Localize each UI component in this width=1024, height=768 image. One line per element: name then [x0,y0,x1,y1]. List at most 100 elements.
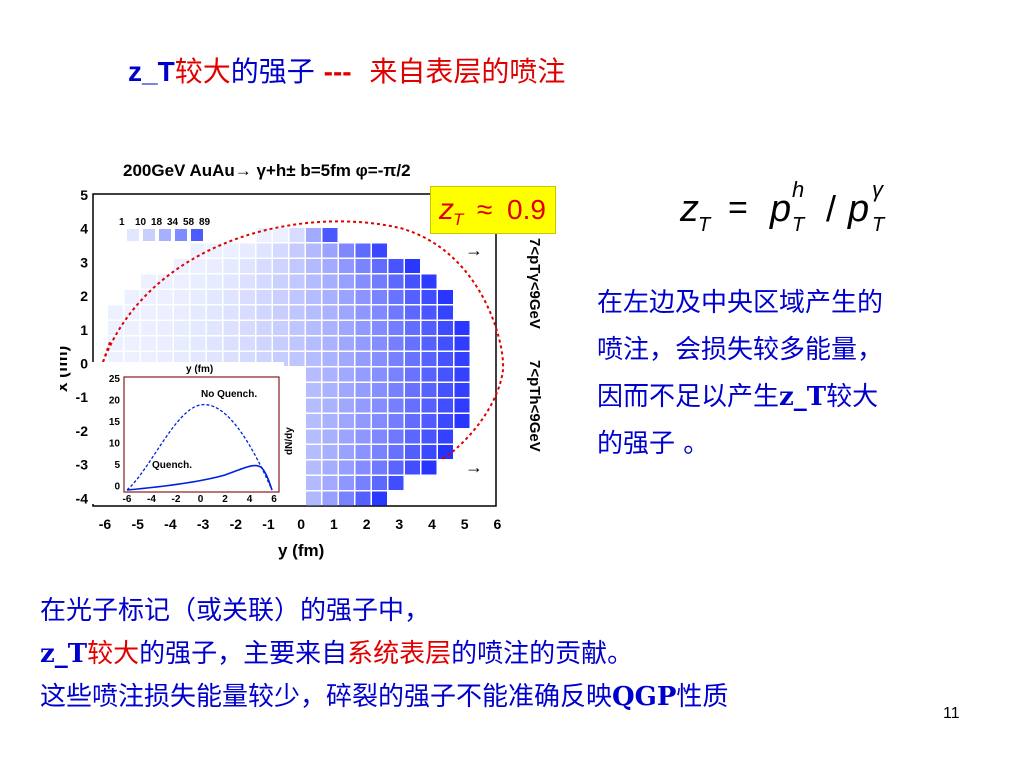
density-cell [388,476,404,490]
density-cell [256,259,272,273]
density-cell [438,290,453,304]
bottom-line-2-surface: 系统表层 [347,639,452,669]
inset-y-tick: 5 [114,460,120,471]
y-tick: 4 [80,221,88,237]
right-label-hadron: 7<pTh<9GeV [526,360,543,452]
scale-label: 18 [151,217,163,228]
inset-panel: y (fm) 25 20 15 10 5 0 -6 -4 -2 0 2 4 6 dN/dy No Qu… [88,362,295,505]
density-cell [157,290,173,304]
density-cell [306,305,321,320]
density-cell [322,476,338,490]
density-cell [240,305,255,320]
density-cell [339,445,354,459]
bottom-line-3-a: 这些喷注损失能量较少，碎裂的强子不能准确反映 [40,682,613,712]
density-cell [108,336,123,351]
density-cell [322,414,338,428]
density-cell [388,336,404,351]
density-cell [372,414,387,428]
density-cell [388,352,404,366]
density-cell [421,414,437,428]
inset-x-tick: 0 [198,494,204,505]
density-cells [108,228,470,506]
scale-labels: 1 10 18 34 58 89 [119,217,211,228]
no-quench-curve [126,404,273,491]
x-tick: -4 [164,516,177,532]
x-tick: 6 [494,516,502,532]
x-tick: 0 [297,516,305,532]
density-cell [240,243,255,258]
density-cell [339,321,354,335]
density-cell [405,321,420,335]
density-cell [388,274,404,289]
density-cell [124,321,140,335]
inset-y-tick: 20 [109,396,121,407]
density-cell [339,336,354,351]
y-axis-label: x (fm) [60,346,71,392]
x-tick: -2 [230,516,243,532]
density-cell [190,274,206,289]
density-cell [355,305,371,320]
density-cell [421,429,437,444]
density-cell [157,305,173,320]
x-axis-ticks: -6 -5 -4 -3 -2 -1 0 1 2 3 4 5 6 [99,516,502,532]
density-cell [372,429,387,444]
density-cell [174,321,189,335]
density-cell [289,274,305,289]
zt-formula: z T = p h T / p γ T [679,177,886,236]
density-cell [388,305,404,320]
density-cell [273,336,288,351]
density-cell [355,445,371,459]
inset-y-tick: 0 [114,482,120,493]
density-cell [372,336,387,351]
x-tick: 2 [363,516,371,532]
inset-x-tick: 2 [222,494,228,505]
density-cell [306,383,321,397]
density-cell [421,274,437,289]
density-cell [223,274,239,289]
density-cell [174,336,189,351]
density-cell [322,460,338,475]
density-cell [339,398,354,413]
density-cell [240,321,255,335]
density-cell [372,383,387,397]
density-cell [141,290,156,304]
density-cell [322,228,338,242]
density-cell [339,476,354,490]
para-line-3-a: 因而不足以产生 [597,382,780,412]
x-tick: -6 [99,516,112,532]
scale-label: 89 [199,217,211,228]
density-cell [372,290,387,304]
y-tick: 5 [80,187,88,203]
density-cell [240,274,255,289]
scale-label: 34 [167,217,179,228]
formula-slash: / [826,188,836,229]
density-cell [339,414,354,428]
density-cell [273,290,288,304]
density-cell [124,336,140,351]
density-cell [438,352,453,366]
quench-label: Quench. [152,460,192,471]
density-cell [141,305,156,320]
para-line-4: 的强子 。 [597,429,710,459]
density-cell [355,491,371,506]
density-cell [372,243,387,258]
inset-x-tick: -4 [147,494,156,505]
density-cell [108,321,123,335]
para-line-1: 在左边及中央区域产生的 [597,288,884,318]
density-cell [355,259,371,273]
density-cell [421,336,437,351]
density-cell [388,445,404,459]
density-cell [223,290,239,304]
inset-y-ticks: 25 20 15 10 5 0 [109,374,121,493]
density-cell [454,383,470,397]
x-tick: 4 [428,516,436,532]
density-cell [421,367,437,382]
density-cell [322,352,338,366]
density-cell [454,414,470,428]
slide-title: z_T较大的强子 --- 来自表层的喷注 [128,50,565,90]
density-cell [174,274,189,289]
x-tick: -3 [197,516,210,532]
density-cell [438,398,453,413]
formula-sub-t1: T [792,214,806,236]
density-cell [355,414,371,428]
